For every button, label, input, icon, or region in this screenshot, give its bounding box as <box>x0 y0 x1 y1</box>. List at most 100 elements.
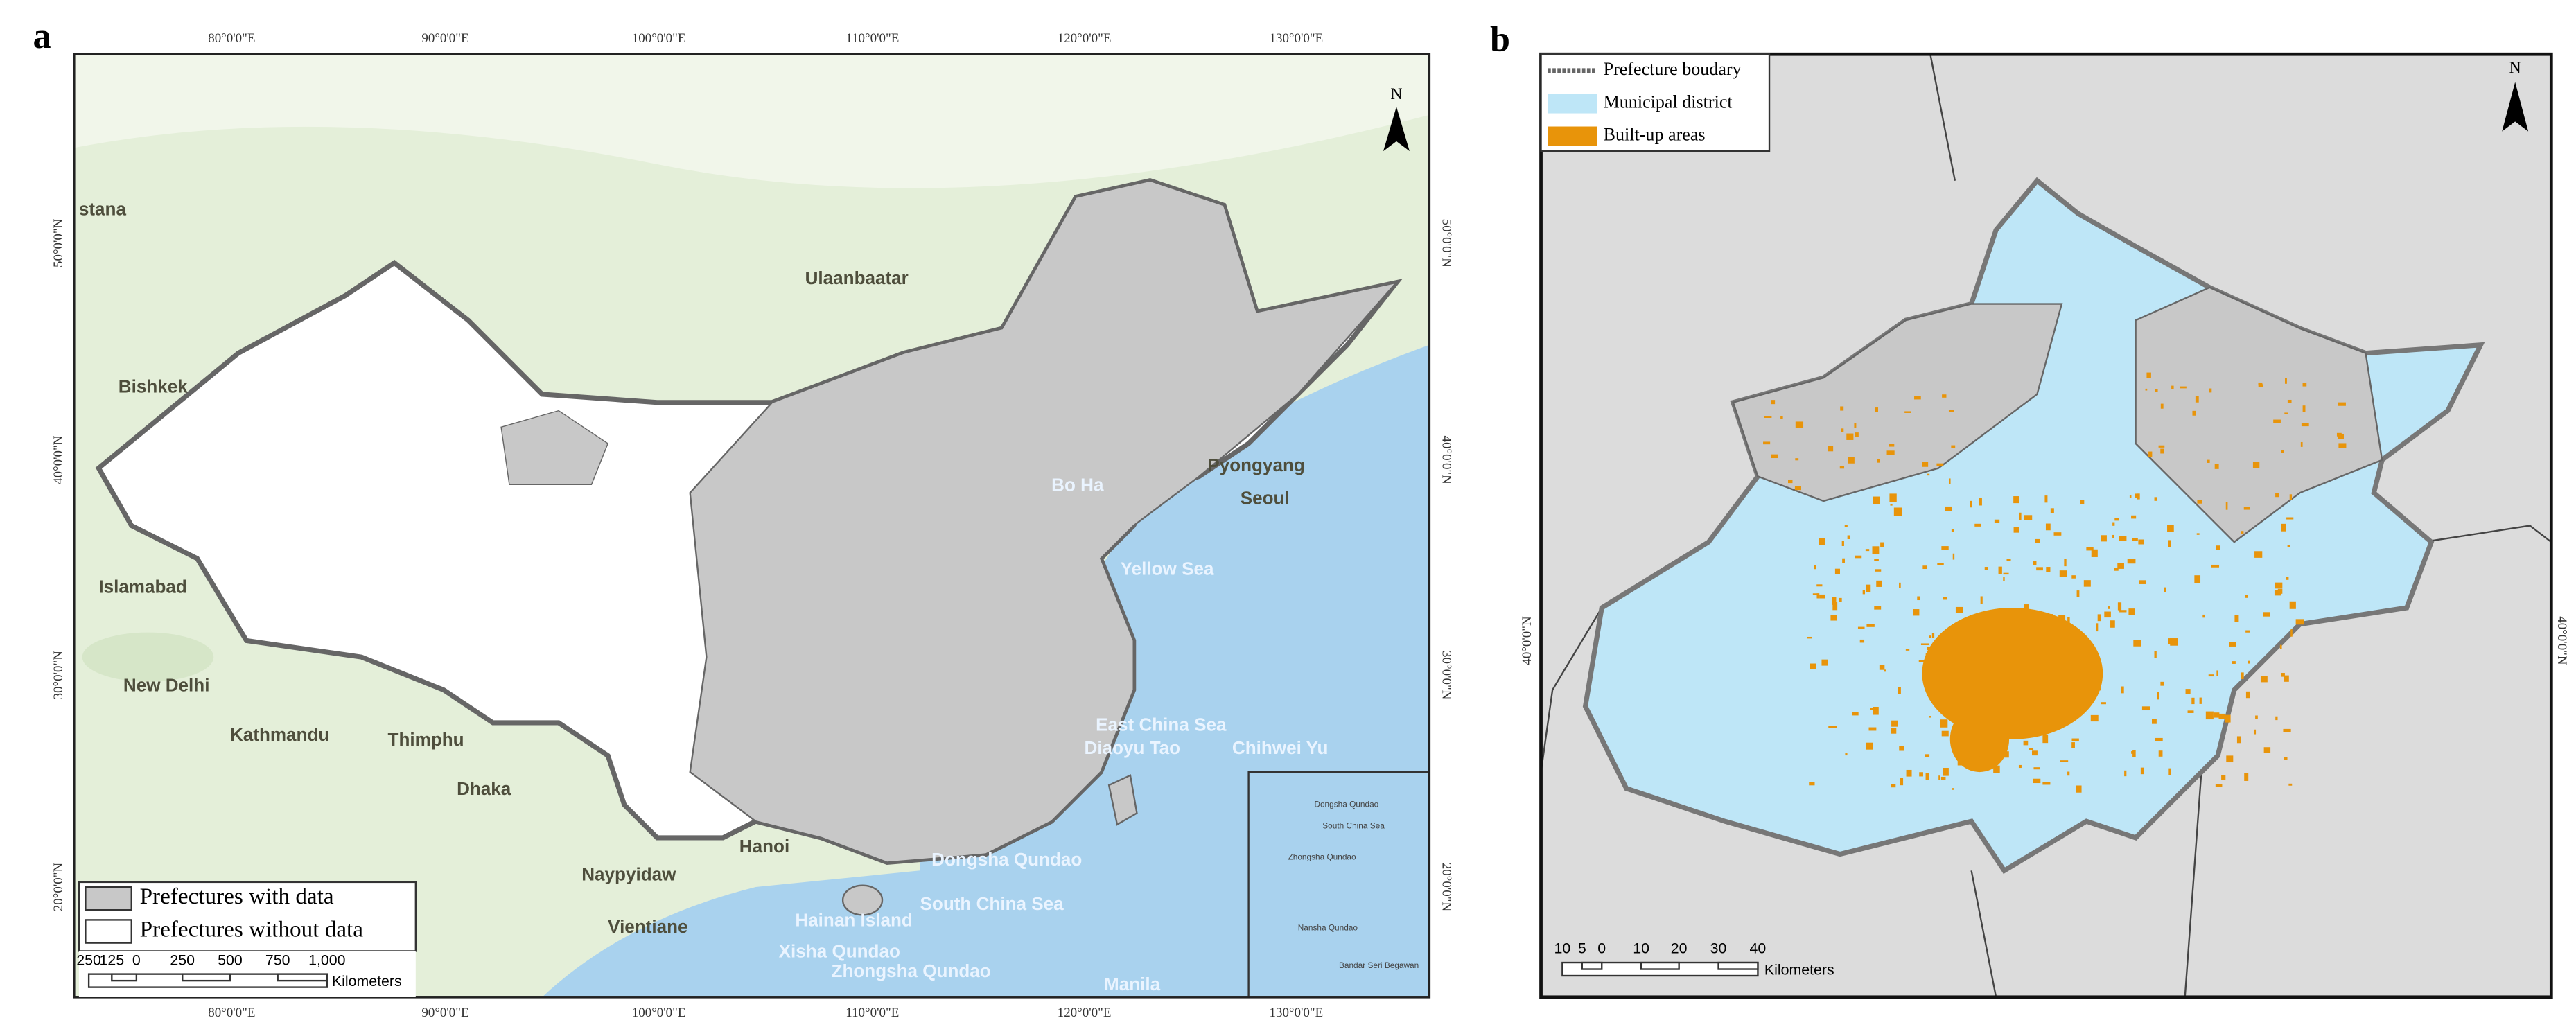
built-up-area <box>1872 546 1880 554</box>
built-up-area <box>2058 615 2066 622</box>
built-up-area <box>2214 464 2219 469</box>
built-up-area <box>2284 378 2287 384</box>
built-up-area <box>2300 441 2303 447</box>
built-up-area <box>2031 750 2038 756</box>
built-up-area <box>1874 559 1879 561</box>
built-up-area <box>1763 441 1771 445</box>
map-frame <box>73 53 1431 999</box>
place-label: East China Sea <box>1096 714 1227 735</box>
built-up-area <box>1841 541 1844 546</box>
built-up-area <box>2168 768 2171 775</box>
built-up-area <box>1955 606 1963 613</box>
place-label: Xisha Qundao <box>779 941 900 962</box>
built-up-area <box>1937 563 1944 565</box>
built-up-area <box>2215 784 2223 787</box>
built-up-area <box>2336 432 2342 437</box>
built-up-area <box>1854 423 1857 428</box>
prefectures-with-data <box>500 410 609 485</box>
hainan <box>841 884 884 916</box>
built-up-area <box>2002 751 2009 758</box>
built-up-area <box>2071 575 2076 579</box>
built-up-area <box>1890 504 1893 506</box>
built-up-area <box>1943 665 1946 672</box>
built-up-area <box>2042 687 2047 690</box>
legend-swatch <box>1548 94 1597 114</box>
built-up-area <box>2244 773 2249 781</box>
built-up-area <box>2025 655 2028 662</box>
place-label: South China Sea <box>920 893 1064 914</box>
built-up-area <box>1771 454 1778 459</box>
built-up-area <box>1865 549 1870 552</box>
built-up-area <box>1952 553 1955 560</box>
built-up-area <box>2129 495 2132 498</box>
built-up-area <box>2170 638 2178 646</box>
built-up-area <box>1875 569 1882 572</box>
scale-label: 250 <box>76 951 101 968</box>
built-up-area <box>2146 372 2151 378</box>
built-up-area <box>2019 512 2022 520</box>
scale-label: 0 <box>1597 940 1606 957</box>
built-up-area <box>2258 382 2263 386</box>
built-up-area <box>1847 535 1850 539</box>
built-up-area <box>2148 451 2153 457</box>
built-up-area <box>2086 547 2094 551</box>
built-up-area <box>1842 558 1845 563</box>
built-up-area <box>2229 642 2236 647</box>
terrain <box>82 632 214 682</box>
built-up-area <box>2076 785 2082 793</box>
place-label: Thimphu <box>388 729 464 750</box>
built-up-area <box>1839 466 1845 469</box>
lon-tick-label: 90°0'0"E <box>421 31 468 46</box>
built-up-area <box>2290 629 2293 637</box>
legend-label: Prefectures with data <box>140 884 334 909</box>
place-label: Dongsha Qundao <box>931 849 1082 870</box>
scale-label: 20 <box>1671 940 1688 957</box>
built-up-area <box>2284 412 2288 414</box>
terrain <box>73 54 1430 188</box>
built-up-area <box>1922 608 2103 739</box>
built-up-area <box>2108 606 2110 609</box>
place-label: Diaoyu Tao <box>1085 737 1181 758</box>
inset-label: Bandar Seri Begawan <box>1339 960 1419 970</box>
built-up-area <box>1794 486 1801 491</box>
built-up-area <box>2245 595 2248 598</box>
built-up-area <box>2187 710 2194 713</box>
built-up-area <box>1974 523 1981 527</box>
built-up-area <box>2273 419 2281 423</box>
built-up-area <box>1979 498 1982 506</box>
built-up-area <box>2209 388 2212 393</box>
built-up-area <box>2056 717 2062 724</box>
built-up-area <box>1900 778 1904 786</box>
built-up-area <box>1889 444 1895 447</box>
built-up-area <box>1832 602 1838 611</box>
lat-tick-label: 40°0'0"N <box>1439 436 1454 485</box>
scale-label: 0 <box>132 951 141 968</box>
built-up-area <box>2112 534 2114 538</box>
legend-box <box>78 881 417 952</box>
lat-tick-label: 20°0'0"N <box>1439 863 1454 912</box>
built-up-area <box>1979 753 1986 757</box>
built-up-area <box>2211 564 2220 568</box>
built-up-area <box>2018 764 2022 769</box>
scale-unit: Kilometers <box>332 973 402 990</box>
built-up-area <box>1893 507 1902 516</box>
built-up-area <box>2131 751 2135 754</box>
built-up-area <box>2301 423 2309 427</box>
built-up-area <box>1845 753 1848 756</box>
scale-bar-segment <box>182 973 231 982</box>
lon-tick-label: 120°0'0"E <box>1058 31 1112 46</box>
built-up-area <box>1942 394 1947 398</box>
built-up-area <box>2216 545 2220 550</box>
place-label: Kathmandu <box>230 724 329 745</box>
built-up-area <box>1914 396 1921 400</box>
built-up-area <box>1945 506 1952 512</box>
built-up-area <box>2059 570 2067 577</box>
built-up-area <box>2289 494 2293 500</box>
built-up-area <box>2168 638 2171 644</box>
built-up-area <box>1855 432 1859 437</box>
place-label: Pyongyang <box>1207 455 1304 475</box>
built-up-area <box>1828 446 1834 452</box>
legend-label: Built-up areas <box>1604 125 1706 145</box>
place-label: Seoul <box>1241 487 1290 508</box>
